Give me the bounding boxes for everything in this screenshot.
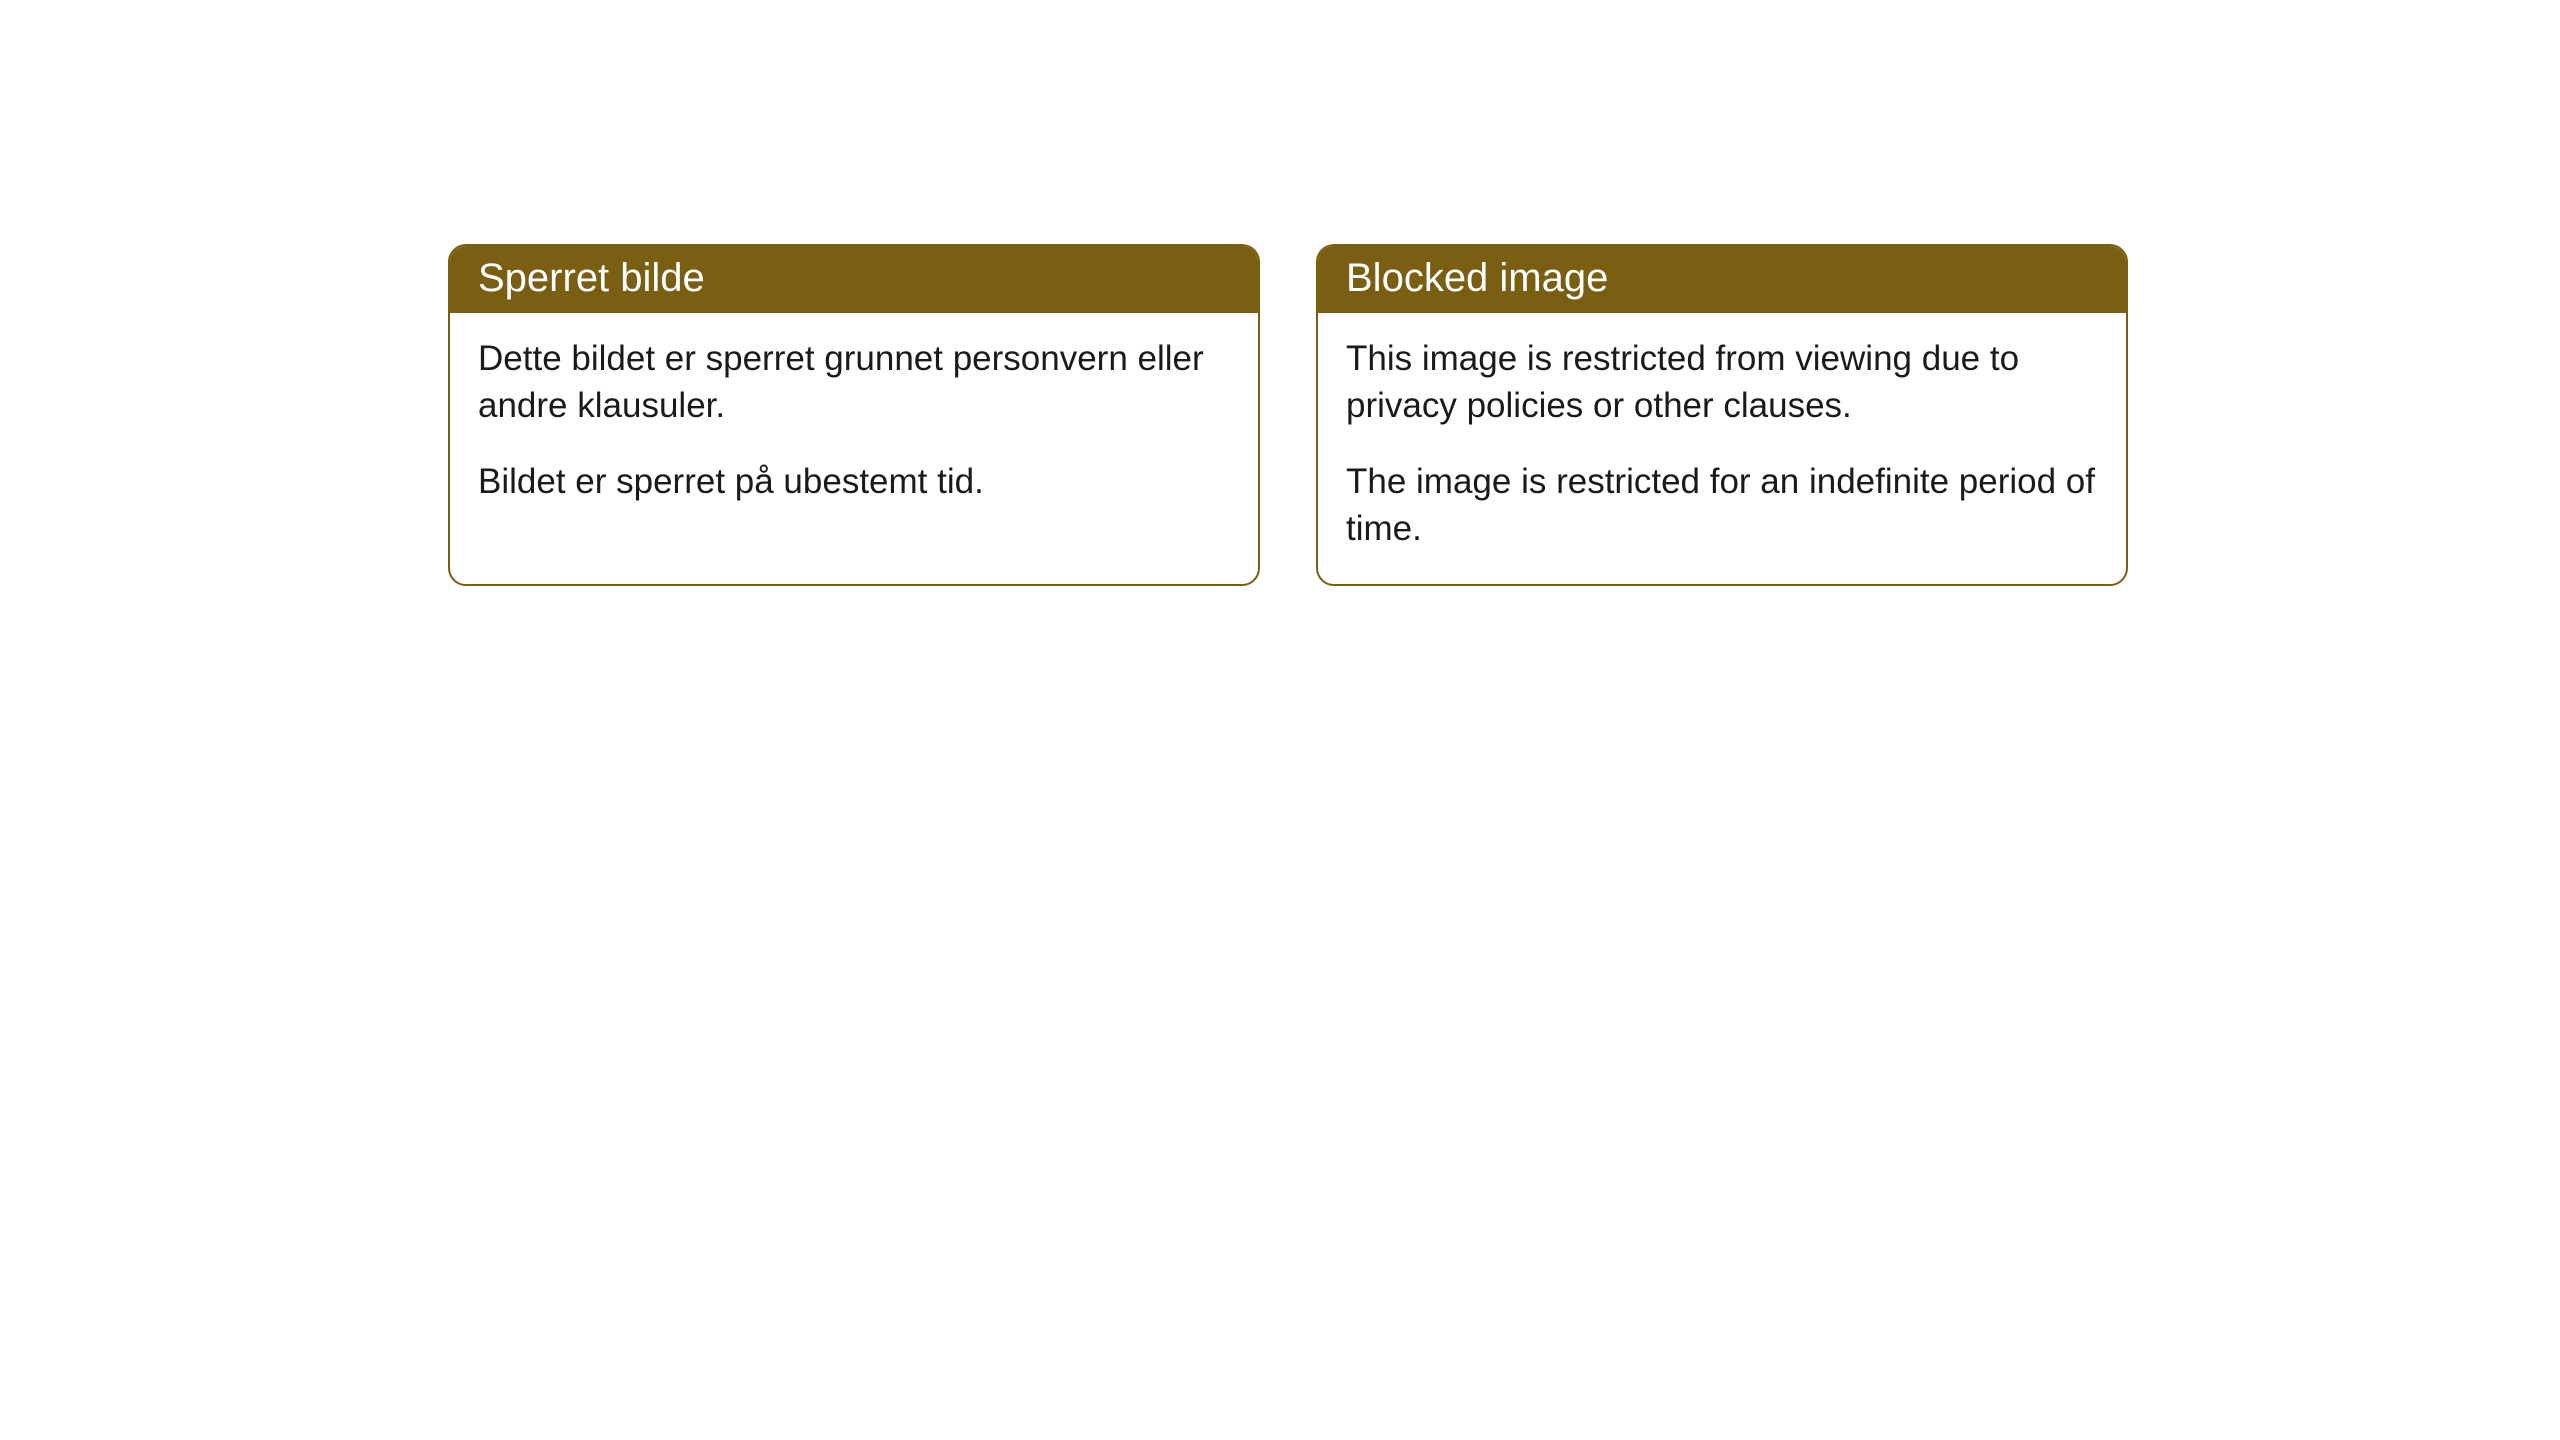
card-header: Sperret bilde: [450, 246, 1258, 313]
card-paragraph: The image is restricted for an indefinit…: [1346, 458, 2098, 553]
card-header: Blocked image: [1318, 246, 2126, 313]
notice-card-norwegian: Sperret bilde Dette bildet er sperret gr…: [448, 244, 1260, 586]
card-title: Blocked image: [1346, 256, 1608, 300]
notice-cards-container: Sperret bilde Dette bildet er sperret gr…: [448, 244, 2128, 586]
card-body: This image is restricted from viewing du…: [1318, 313, 2126, 584]
card-body: Dette bildet er sperret grunnet personve…: [450, 313, 1258, 537]
card-paragraph: This image is restricted from viewing du…: [1346, 335, 2098, 430]
card-paragraph: Bildet er sperret på ubestemt tid.: [478, 458, 1230, 505]
notice-card-english: Blocked image This image is restricted f…: [1316, 244, 2128, 586]
card-title: Sperret bilde: [478, 256, 705, 300]
card-paragraph: Dette bildet er sperret grunnet personve…: [478, 335, 1230, 430]
